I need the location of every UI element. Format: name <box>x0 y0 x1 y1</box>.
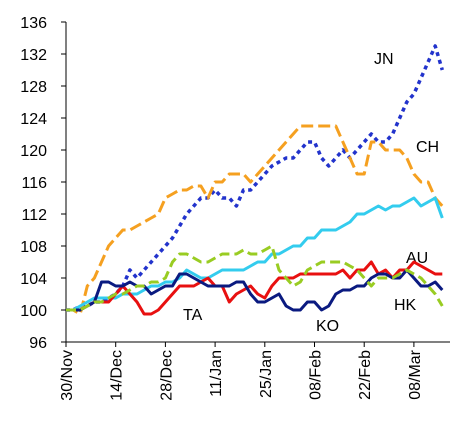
y-tick-label: 108 <box>20 239 47 256</box>
series-line <box>66 260 443 316</box>
series-line <box>66 268 444 312</box>
y-tick-label: 136 <box>20 15 47 32</box>
x-tick-label: 25/Jan <box>258 350 275 398</box>
series-line <box>66 244 444 312</box>
y-tick-label: 112 <box>21 207 47 224</box>
x-tick-label: 11/Jan <box>208 350 225 397</box>
series-label: HK <box>394 297 417 314</box>
y-tick-label: 100 <box>20 303 47 320</box>
x-tick-label: 30/Nov <box>59 350 76 401</box>
y-tick-label: 104 <box>20 271 47 288</box>
y-tick-label: 124 <box>20 111 47 128</box>
series-label: KO <box>316 318 339 335</box>
series-label: JN <box>374 51 394 68</box>
y-tick-label: 132 <box>20 47 47 64</box>
x-tick-label: 22/Feb <box>357 350 374 400</box>
x-tick-label: 08/Feb <box>308 350 325 400</box>
y-tick-label: 120 <box>20 143 47 160</box>
y-tick-label: 96 <box>29 335 47 352</box>
y-tick-label: 128 <box>20 79 47 96</box>
series-label: CH <box>416 139 439 156</box>
x-tick-label: 28/Dec <box>158 350 175 401</box>
x-tick-label: 08/Mar <box>407 349 424 399</box>
x-tick-label: 14/Dec <box>109 350 126 401</box>
y-tick-label: 116 <box>21 175 47 192</box>
series-label: TA <box>183 307 203 324</box>
